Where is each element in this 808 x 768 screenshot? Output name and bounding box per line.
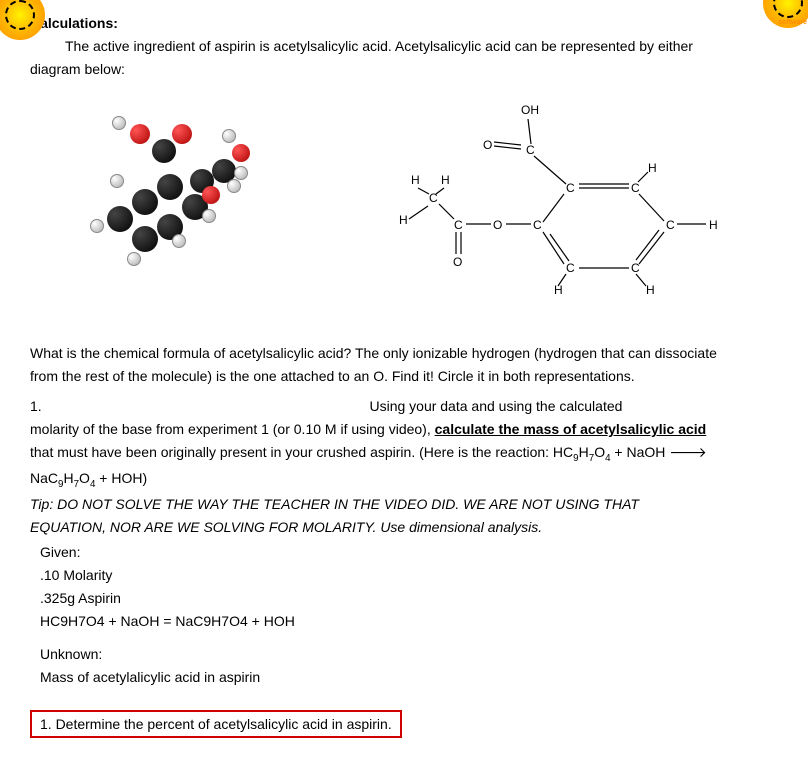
- label-C: C: [631, 261, 640, 275]
- highlighted-question-text: 1. Determine the percent of acetylsalicy…: [40, 716, 392, 732]
- watermark-badge-top-left: tracker: [0, 0, 45, 40]
- atom-black: [152, 139, 176, 163]
- question-formula-text-1: What is the chemical formula of acetylsa…: [30, 345, 717, 361]
- atom-white: [222, 129, 236, 143]
- molecule-3d-diagram: [72, 94, 252, 294]
- question-formula-text-2: from the rest of the molecule) is the on…: [30, 368, 635, 384]
- atom-white: [112, 116, 126, 130]
- q1-tip-1: Tip: DO NOT SOLVE THE WAY THE TEACHER IN…: [30, 496, 639, 512]
- label-H: H: [646, 283, 655, 297]
- unknown-1: Mass of acetylalicylic acid in aspirin: [40, 668, 778, 687]
- highlighted-question-box: 1. Determine the percent of acetylsalicy…: [30, 710, 402, 738]
- q1-number: 1.: [30, 398, 42, 414]
- molecule-2d-diagram: OH O C C H H C H C: [336, 94, 736, 324]
- atom-white: [234, 166, 248, 180]
- diagram-row: OH O C C H H C H C: [30, 94, 778, 324]
- atom-black: [107, 206, 133, 232]
- label-O: O: [453, 255, 462, 269]
- label-O: O: [493, 218, 502, 232]
- atom-black: [132, 189, 158, 215]
- label-C: C: [526, 143, 535, 157]
- q1-lead-text: Using your data and using the calculated: [369, 398, 622, 414]
- label-C: C: [454, 218, 463, 232]
- q1-text-a: molarity of the base from experiment 1 (…: [30, 421, 435, 437]
- q1-underline: calculate the mass of acetylsalicylic ac…: [435, 421, 707, 437]
- intro-text-2: diagram below:: [30, 61, 125, 77]
- label-C: C: [566, 261, 575, 275]
- given-label: Given:: [40, 543, 778, 562]
- label-H: H: [648, 161, 657, 175]
- unknown-label: Unknown:: [40, 645, 778, 664]
- atom-black: [157, 174, 183, 200]
- atom-white: [172, 234, 186, 248]
- label-H: H: [441, 173, 450, 187]
- atom-red: [172, 124, 192, 144]
- worksheet-page: tracker software Calculations: The activ…: [0, 0, 808, 768]
- atom-red: [232, 144, 250, 162]
- atom-white: [227, 179, 241, 193]
- atom-red: [202, 186, 220, 204]
- q1-tip-2: EQUATION, NOR ARE WE SOLVING FOR MOLARIT…: [30, 519, 542, 535]
- label-H: H: [709, 218, 718, 232]
- label-OH: OH: [521, 103, 539, 117]
- given-3: HC9H7O4 + NaOH = NaC9H7O4 + HOH: [40, 612, 778, 631]
- atom-white: [90, 219, 104, 233]
- atom-white: [110, 174, 124, 188]
- label-C: C: [566, 181, 575, 195]
- label-C: C: [666, 218, 675, 232]
- atom-red: [130, 124, 150, 144]
- intro-text-1: The active ingredient of aspirin is acet…: [65, 38, 693, 54]
- label-H: H: [399, 213, 408, 227]
- atom-white: [202, 209, 216, 223]
- q1-text-reaction-2: NaC9H7O4 + HOH): [30, 470, 147, 486]
- given-1: .10 Molarity: [40, 566, 778, 585]
- given-2: .325g Aspirin: [40, 589, 778, 608]
- label-C: C: [533, 218, 542, 232]
- atom-white: [127, 252, 141, 266]
- label-H: H: [411, 173, 420, 187]
- label-C: C: [631, 181, 640, 195]
- label-O: O: [483, 138, 492, 152]
- atom-black: [132, 226, 158, 252]
- q1-text-reaction-1: that must have been originally present i…: [30, 444, 707, 460]
